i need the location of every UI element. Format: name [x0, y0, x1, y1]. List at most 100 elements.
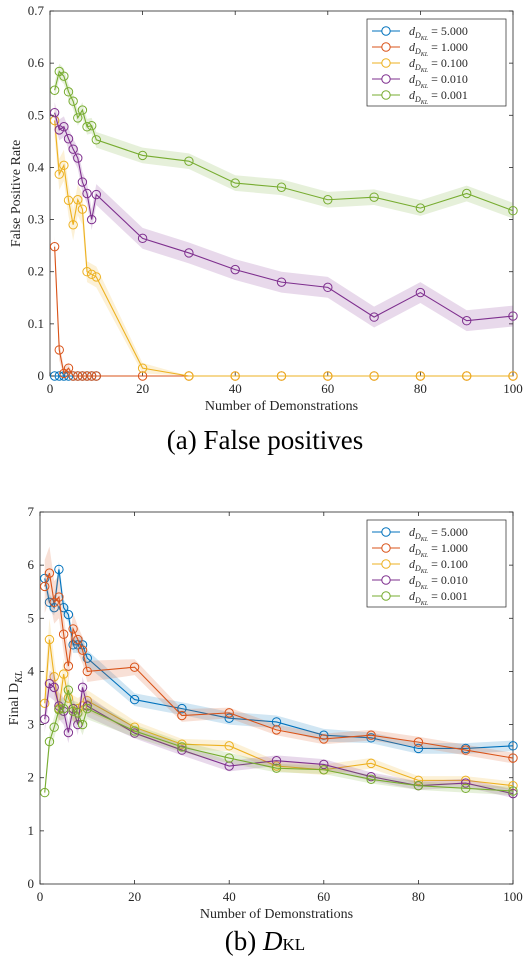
x-tick-label: 60: [321, 381, 334, 396]
data-point-1.000: [366, 730, 376, 740]
x-tick-label: 0: [47, 381, 54, 396]
data-point-0.100: [366, 758, 376, 769]
data-point-1.000: [461, 745, 471, 755]
data-point-0.001: [54, 704, 64, 715]
x-tick-label: 20: [128, 889, 141, 904]
data-point-0.100: [323, 371, 333, 381]
caption-b-prefix: (b): [224, 926, 264, 956]
legend-value: = 5.000: [428, 525, 468, 539]
legend-value: = 0.001: [428, 88, 468, 102]
data-point-0.001: [271, 763, 282, 773]
data-point-0.100: [63, 195, 74, 205]
y-tick-label: 0.7: [28, 3, 45, 18]
data-point-0.010: [49, 107, 60, 118]
data-point-0.010: [271, 756, 282, 766]
data-point-5.000: [129, 694, 140, 705]
x-tick-label: 40: [229, 381, 242, 396]
legend-symbol: d: [409, 24, 416, 38]
data-point-1.000: [68, 624, 78, 634]
data-point-0.100: [82, 267, 92, 277]
legend-subscript: D: [414, 532, 421, 541]
data-point-0.001: [184, 156, 194, 166]
data-point-1.000: [177, 710, 187, 721]
caption-b-symbol: D: [263, 926, 283, 956]
legend-subscript: D: [414, 596, 421, 605]
x-axis-label: Number of Demonstrations: [205, 399, 358, 414]
legend-entry-1.000: dDKL = 1.000: [409, 541, 468, 559]
y-tick-label: 0.3: [28, 212, 44, 227]
data-point-0.100: [271, 761, 282, 771]
data-point-0.100: [91, 272, 102, 282]
data-point-0.010: [63, 134, 74, 144]
x-tick-label: 20: [136, 381, 149, 396]
data-point-0.010: [319, 759, 329, 770]
legend-subscript: D: [414, 79, 421, 88]
data-point-0.100: [224, 741, 234, 751]
data-point-0.010: [68, 144, 78, 154]
legend-symbol: d: [409, 40, 416, 54]
x-tick-label: 100: [503, 889, 523, 904]
data-point-0.100: [68, 220, 78, 230]
data-point-0.001: [68, 706, 78, 716]
data-point-0.001: [323, 195, 333, 205]
series-line-1.000: [44, 572, 514, 759]
data-point-0.010: [508, 788, 518, 799]
data-point-0.001: [58, 703, 69, 714]
data-point-1.000: [508, 753, 518, 763]
data-point-0.100: [44, 634, 55, 645]
series-line-5.000: [44, 569, 514, 750]
data-point-0.001: [508, 786, 518, 796]
data-point-0.010: [49, 682, 59, 693]
data-point-0.001: [413, 780, 424, 791]
data-point-0.001: [91, 135, 102, 145]
data-point-5.000: [68, 640, 78, 650]
y-tick-label: 0.1: [28, 316, 44, 331]
data-point-1.000: [86, 371, 97, 381]
data-point-0.100: [58, 669, 69, 679]
data-point-1.000: [91, 371, 102, 381]
data-point-0.001: [137, 150, 148, 161]
data-point-1.000: [40, 581, 50, 592]
series-line-0.100: [54, 120, 513, 377]
data-point-0.010: [184, 248, 194, 258]
legend-box: [366, 519, 507, 608]
series-line-0.010: [54, 112, 514, 322]
legend-subscript: D: [414, 95, 421, 104]
x-tick-label: 60: [317, 889, 330, 904]
data-point-0.001: [230, 178, 240, 188]
legend-subscript: D: [414, 47, 421, 56]
x-tick-label: 100: [503, 381, 523, 396]
data-point-0.001: [49, 722, 59, 732]
data-point-0.010: [86, 214, 97, 225]
data-point-0.010: [137, 233, 148, 244]
series-line-0.100: [44, 639, 514, 787]
legend-value: = 0.100: [428, 56, 468, 70]
legend-symbol: d: [409, 525, 416, 539]
legend-symbol: d: [409, 589, 416, 603]
data-point-0.001: [369, 192, 379, 202]
legend-marker-0.100: [381, 559, 391, 569]
y-tick-label: 0.4: [28, 159, 45, 174]
legend-subsubscript: KL: [420, 537, 429, 543]
legend-marker-0.001: [381, 591, 391, 601]
x-axis-label: Number of Demonstrations: [200, 907, 353, 922]
data-point-0.100: [59, 160, 69, 171]
data-point-0.010: [82, 188, 92, 199]
data-point-0.010: [366, 771, 376, 782]
data-point-1.000: [77, 371, 88, 381]
data-point-0.100: [276, 371, 287, 381]
data-point-0.001: [77, 105, 88, 115]
data-point-0.100: [413, 775, 424, 786]
y-tick-label: 0.5: [28, 107, 44, 122]
legend-symbol: d: [409, 56, 416, 70]
y-tick-label: 0: [28, 876, 35, 891]
x-tick-label: 80: [412, 889, 425, 904]
data-point-0.100: [415, 371, 426, 381]
series-band-0.010: [54, 102, 513, 332]
data-point-0.010: [276, 277, 287, 287]
legend-marker-0.010: [381, 575, 391, 585]
series-band-0.001: [44, 679, 513, 798]
legend-value: = 1.000: [428, 541, 468, 555]
data-point-5.000: [54, 371, 64, 381]
x-tick-label: 0: [37, 889, 44, 904]
